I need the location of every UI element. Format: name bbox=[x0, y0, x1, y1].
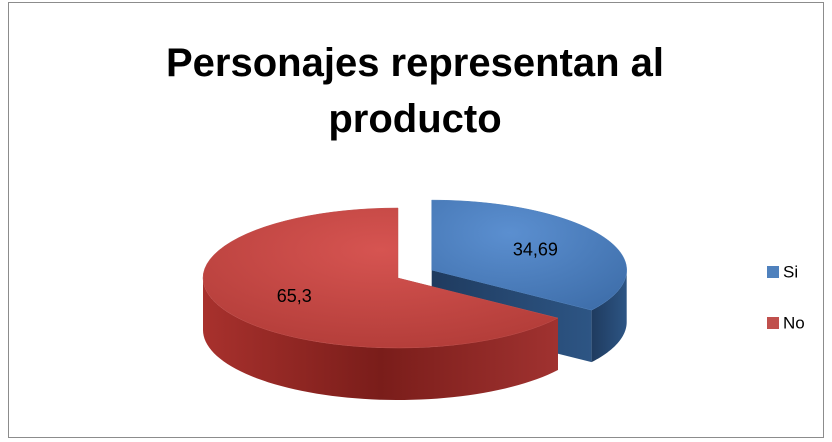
slice-side bbox=[591, 270, 627, 363]
slice bbox=[431, 199, 627, 311]
slice bbox=[202, 207, 559, 349]
legend-swatch bbox=[767, 317, 779, 329]
chart-title: Personajes representan al producto bbox=[165, 41, 665, 141]
title-box: Personajes representan al producto bbox=[165, 41, 665, 141]
legend-label: Si bbox=[783, 262, 798, 281]
data-label: 34,69 bbox=[513, 239, 558, 259]
legend-label: No bbox=[783, 313, 805, 332]
slice-side bbox=[203, 278, 558, 400]
data-label: 65,3 bbox=[277, 286, 312, 306]
legend-swatch bbox=[767, 266, 779, 278]
